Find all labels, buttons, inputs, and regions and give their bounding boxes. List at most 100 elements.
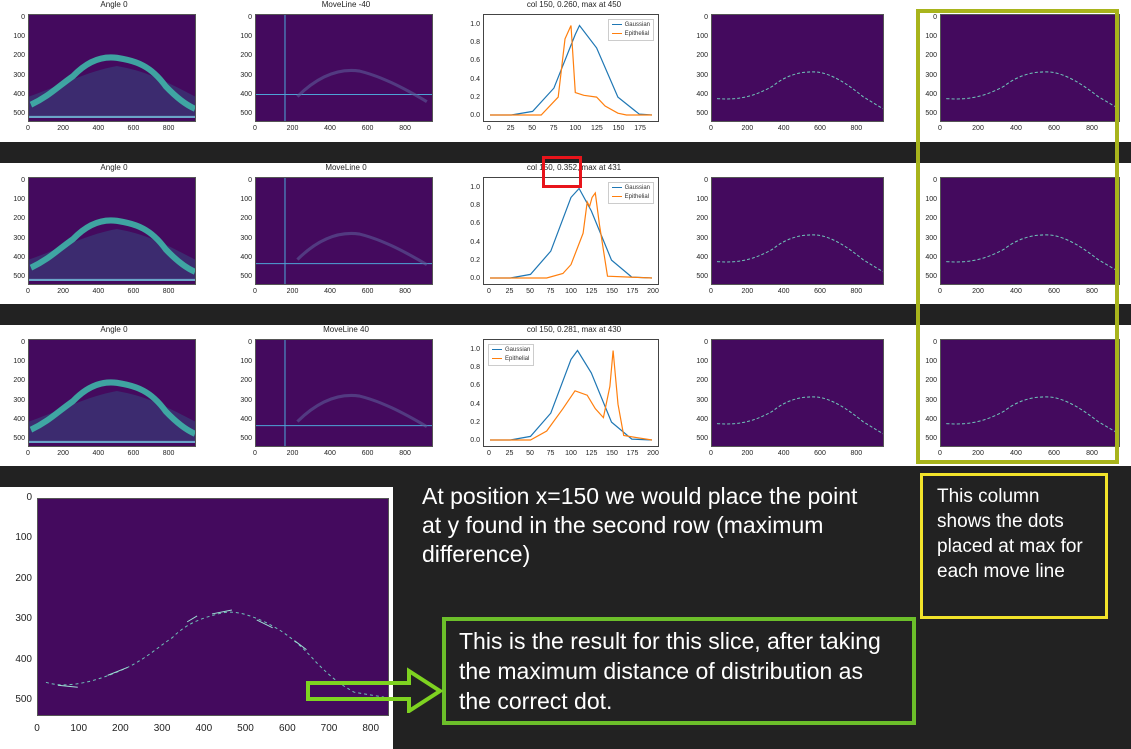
y-tick-label: 100 (696, 196, 708, 204)
y-tick-label: 100 (696, 33, 708, 41)
y-tick-label: 0.0 (470, 437, 480, 444)
position-note: At position x=150 we would place the poi… (422, 483, 858, 567)
x-tick-label: 600 (127, 125, 140, 132)
x-tick-label: 300 (153, 723, 171, 734)
x-tick-label: 600 (1048, 450, 1060, 457)
y-tick-label: 500 (696, 273, 708, 280)
x-tick-label: 600 (278, 723, 296, 734)
legend-item: Gaussian (492, 346, 530, 355)
y-tick-label: 200 (240, 52, 252, 60)
x-tick-label: 400 (777, 125, 790, 132)
x-tick-label: 0 (253, 450, 257, 457)
series-epithelial-line (490, 191, 653, 279)
distribution-plot: Gaussian Epithelial (483, 14, 659, 122)
y-tick-label: 100 (240, 358, 252, 366)
panel-title: Angle 0 (100, 325, 128, 334)
y-tick-label: 500 (13, 110, 25, 117)
y-tick-label: 1.0 (470, 345, 480, 353)
series-gaussian-line (490, 349, 653, 441)
x-tick-label: 400 (1010, 288, 1022, 295)
y-tick-label: 0 (21, 339, 25, 346)
x-tick-label: 600 (127, 450, 140, 457)
legend-label: Epithelial (624, 31, 649, 37)
row-1-panel-5: 0 100 200 300 400 500 0 200 400 600 800 (912, 0, 1124, 142)
row-2-panel-2: MoveLine 0 0 100 200 300 400 500 0 200 400 600 800 (227, 163, 437, 305)
max-column-frame (916, 9, 1119, 464)
row-1-panel-1: Angle 0 0 100 200 300 400 500 0 200 400 600 800 (0, 0, 200, 142)
y-tick-label: 100 (240, 196, 252, 204)
x-tick-label: 200 (741, 288, 754, 295)
y-tick-label: 100 (925, 196, 937, 204)
y-tick-label: 0.8 (470, 202, 480, 209)
y-tick-label: 0 (26, 492, 32, 503)
y-tick-label: 500 (15, 694, 32, 705)
x-tick-label: 200 (57, 125, 69, 132)
legend-label: Epithelial (505, 356, 530, 362)
row-2-panel-3: col 150, 0.352, max at 431 0.0 0.2 0.4 0.6 0.… (455, 163, 665, 305)
y-tick-label: 0 (21, 14, 25, 21)
y-tick-label: 300 (13, 71, 25, 79)
legend-swatch (611, 32, 622, 34)
y-tick-label: 0.8 (470, 39, 480, 46)
x-tick-label: 50 (526, 288, 534, 295)
x-tick-label: 800 (162, 288, 175, 295)
y-tick-label: 300 (240, 71, 252, 79)
row-2-panel-4: 0 100 200 300 400 500 0 200 400 600 800 (683, 163, 888, 305)
y-tick-label: 500 (13, 273, 25, 280)
y-tick-label: 0 (704, 339, 708, 346)
x-tick-label: 100 (565, 450, 577, 457)
moveline-image (255, 339, 433, 447)
y-tick-label: 1.0 (470, 20, 480, 28)
x-tick-label: 200 (112, 723, 129, 734)
y-tick-label: 200 (15, 572, 32, 584)
angle-image (28, 339, 196, 447)
x-tick-label: 400 (324, 125, 336, 132)
x-tick-label: 800 (1086, 288, 1098, 295)
image-art (256, 340, 432, 446)
legend-item: Epithelial (611, 30, 650, 39)
y-tick-label: 200 (696, 377, 708, 385)
x-tick-label: 25 (505, 450, 514, 457)
image-art (29, 54, 195, 118)
y-tick-label: 400 (240, 415, 252, 423)
y-tick-label: 500 (696, 110, 708, 117)
row-3-panel-1: Angle 0 0 100 200 300 400 500 0 200 400 600 800 (0, 325, 200, 467)
y-tick-label: 400 (240, 90, 252, 98)
y-tick-label: 400 (696, 90, 708, 98)
y-tick-label: 0 (704, 14, 708, 21)
image-art (716, 396, 883, 435)
x-tick-label: 0 (26, 450, 30, 457)
x-tick-label: 0 (253, 125, 257, 132)
y-tick-label: 0 (248, 14, 252, 21)
x-tick-label: 0 (709, 450, 713, 457)
angle-image (28, 177, 196, 285)
legend: Gaussian Epithelial (607, 182, 654, 204)
image-art (256, 178, 432, 284)
moveline-image (255, 177, 433, 285)
row-1-panel-3: col 150, 0.260, max at 450 0.0 0.2 0.4 0.6 0.… (455, 0, 665, 142)
x-tick-label: 400 (1010, 450, 1022, 457)
dots-image (711, 14, 884, 122)
y-tick-label: 300 (240, 234, 252, 242)
x-tick-label: 125 (591, 125, 603, 132)
distribution-plot: Gaussian Epithelial (483, 339, 659, 447)
x-tick-label: 500 (237, 723, 254, 734)
x-tick-label: 800 (850, 125, 863, 132)
x-tick-label: 25 (505, 288, 514, 295)
y-tick-label: 100 (13, 358, 25, 366)
y-tick-label: 0.2 (470, 93, 480, 101)
x-tick-label: 0 (938, 288, 942, 295)
x-tick-label: 400 (777, 450, 790, 457)
legend-swatch (611, 195, 622, 197)
panel-title: MoveLine -40 (321, 0, 371, 9)
row-1-panel-2: MoveLine -40 0 100 200 300 400 500 0 200 400 600 80… (227, 0, 437, 142)
x-tick-label: 200 (286, 288, 299, 295)
x-tick-label: 0 (709, 125, 713, 132)
y-tick-label: 200 (240, 377, 252, 385)
x-tick-label: 800 (1086, 125, 1098, 132)
column-note: This column shows the dots placed at max… (937, 486, 1083, 582)
dots-image (711, 177, 884, 285)
y-tick-label: 0.6 (470, 57, 480, 65)
panel-title: MoveLine 0 (325, 163, 367, 172)
x-tick-label: 200 (972, 288, 984, 295)
